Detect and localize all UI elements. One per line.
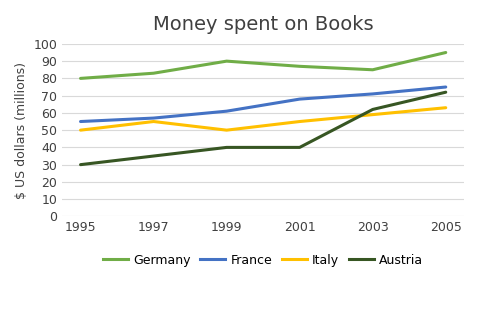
Germany [151, 71, 157, 75]
Germany [297, 64, 303, 68]
France [443, 85, 449, 89]
Austria [297, 145, 303, 149]
France [151, 116, 157, 120]
Austria [78, 163, 83, 167]
Italy [151, 120, 157, 123]
Germany [370, 68, 376, 72]
Legend: Germany, France, Italy, Austria: Germany, France, Italy, Austria [98, 249, 428, 272]
Italy [224, 128, 229, 132]
France [78, 120, 83, 123]
Line: Germany: Germany [80, 52, 446, 78]
Italy [78, 128, 83, 132]
France [370, 92, 376, 96]
Line: France: France [80, 87, 446, 122]
Italy [297, 120, 303, 123]
Austria [224, 145, 229, 149]
Germany [443, 51, 449, 54]
Austria [443, 90, 449, 94]
Line: Italy: Italy [80, 108, 446, 130]
Line: Austria: Austria [80, 92, 446, 165]
Italy [370, 113, 376, 117]
Germany [78, 76, 83, 80]
Austria [370, 108, 376, 111]
France [224, 109, 229, 113]
Austria [151, 154, 157, 158]
France [297, 97, 303, 101]
Germany [224, 59, 229, 63]
Title: Money spent on Books: Money spent on Books [153, 15, 374, 34]
Italy [443, 106, 449, 110]
Y-axis label: $ US dollars (millions): $ US dollars (millions) [15, 62, 28, 199]
